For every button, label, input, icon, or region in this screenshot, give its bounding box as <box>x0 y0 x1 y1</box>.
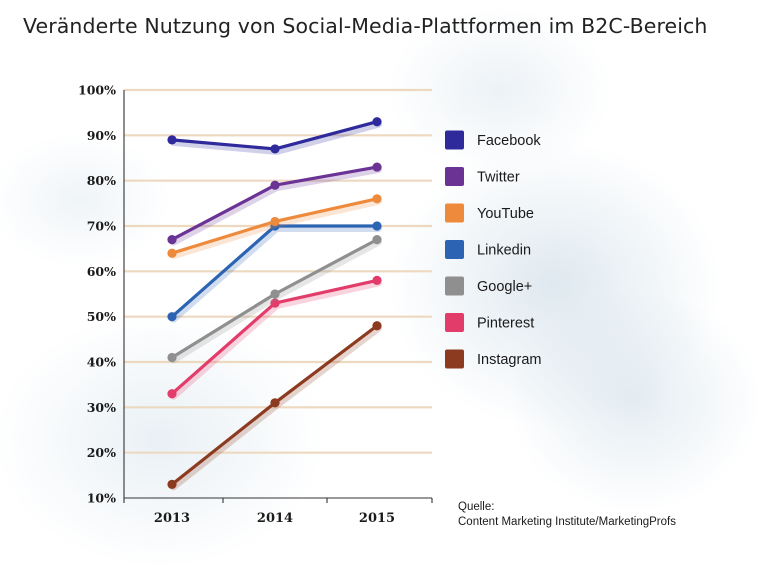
data-point <box>372 221 382 231</box>
legend-label: Linkedin <box>477 243 531 259</box>
x-tick-label: 2015 <box>359 511 395 526</box>
y-tick-label: 50% <box>87 309 116 324</box>
legend-item: Linkedin <box>445 240 531 259</box>
legend: Facebook Twitter YouTube Linkedin Google+ Pin… <box>445 130 541 369</box>
data-point <box>372 194 382 204</box>
legend-item: Instagram <box>445 349 541 369</box>
legend-label: Twitter <box>477 170 520 186</box>
data-point <box>372 321 382 331</box>
series-instagram <box>167 321 382 491</box>
legend-swatch <box>445 313 464 332</box>
source-note: Quelle: Content Marketing Institute/Mark… <box>458 500 676 530</box>
legend-swatch <box>445 349 464 369</box>
y-tick-label: 20% <box>87 445 116 460</box>
legend-item: Facebook <box>445 130 541 150</box>
data-point <box>372 117 382 127</box>
y-tick-label: 30% <box>87 400 116 415</box>
source-text: Content Marketing Institute/MarketingPro… <box>458 516 676 528</box>
series-lines <box>167 117 382 491</box>
data-point <box>270 289 280 299</box>
y-tick-label: 60% <box>87 264 116 279</box>
data-point <box>270 144 280 154</box>
data-point <box>270 216 280 227</box>
data-point <box>372 235 382 245</box>
gridlines <box>124 88 432 454</box>
x-axis-ticks: 2013 2014 2015 <box>154 511 395 526</box>
legend-swatch <box>445 130 464 150</box>
source-label: Quelle: <box>458 501 495 513</box>
data-point <box>167 352 177 363</box>
legend-label: Google+ <box>477 279 532 295</box>
data-point <box>167 312 177 322</box>
series-youtube <box>167 194 382 260</box>
data-point <box>270 180 280 190</box>
legend-item: Twitter <box>445 167 520 186</box>
y-tick-label: 80% <box>87 173 116 188</box>
data-point <box>167 235 177 245</box>
legend-item: YouTube <box>445 203 534 223</box>
y-tick-label: 10% <box>87 491 116 506</box>
legend-item: Google+ <box>445 276 532 296</box>
y-tick-label: 70% <box>87 219 116 234</box>
legend-swatch <box>445 203 464 223</box>
data-point <box>167 135 177 145</box>
legend-label: Instagram <box>477 352 541 368</box>
data-point <box>270 398 280 408</box>
legend-item: Pinterest <box>445 313 534 332</box>
legend-swatch <box>445 167 464 186</box>
series-google- <box>167 235 382 364</box>
series-facebook <box>167 117 382 155</box>
y-tick-label: 40% <box>87 355 116 370</box>
series-twitter <box>167 162 382 246</box>
x-tick-label: 2014 <box>257 511 293 526</box>
legend-swatch <box>445 240 464 259</box>
y-tick-label: 90% <box>87 128 116 143</box>
data-point <box>372 162 382 172</box>
chart-title: Veränderte Nutzung von Social-Media-Plat… <box>23 14 708 38</box>
y-tick-label: 100% <box>78 83 116 98</box>
y-axis-ticks: 10% 20% 30% 40% 50% 60% 70% 80% 90% 100% <box>78 83 116 506</box>
data-point <box>167 248 177 258</box>
legend-swatch <box>445 276 464 296</box>
legend-label: YouTube <box>477 206 534 222</box>
x-tick-label: 2013 <box>154 511 190 526</box>
data-point <box>167 479 177 489</box>
data-point <box>270 298 280 308</box>
legend-label: Facebook <box>477 133 541 149</box>
data-point <box>372 275 382 285</box>
axes <box>123 90 433 503</box>
series-pinterest <box>167 275 382 400</box>
legend-label: Pinterest <box>477 316 534 332</box>
data-point <box>167 389 177 399</box>
